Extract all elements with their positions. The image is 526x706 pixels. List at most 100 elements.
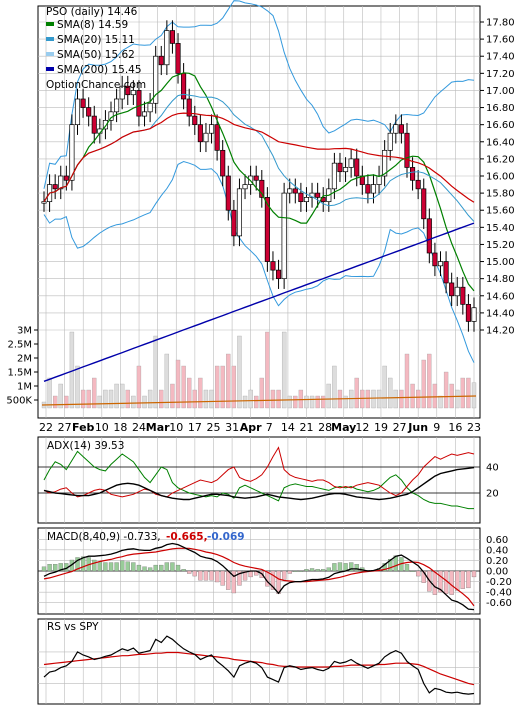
macd-hist-bar	[125, 561, 130, 572]
macd-series	[38, 542, 480, 611]
date-label: Apr	[240, 421, 262, 434]
volume-bar	[287, 395, 292, 409]
candle-body	[259, 179, 265, 198]
macd-hist-bar	[209, 570, 214, 581]
candle-body	[91, 115, 97, 134]
macd-hist-bar	[142, 566, 147, 572]
volume-bar	[265, 331, 270, 409]
macd-hist-bar	[103, 562, 108, 572]
candle-body	[365, 184, 371, 194]
candle-body	[130, 90, 136, 96]
macd-hist-bar	[410, 570, 415, 572]
legend-label: SMA(200) 15.45	[57, 64, 142, 76]
candle-body	[449, 282, 455, 297]
price-tick-label: 14.80	[486, 274, 515, 285]
candle-body	[63, 175, 69, 181]
volume-bar	[259, 377, 264, 409]
watermark: OptionChance.com	[46, 79, 146, 91]
volume-bar	[421, 359, 426, 409]
macd-hist-bar	[466, 570, 471, 589]
macd-hist-bar	[53, 564, 58, 572]
macd-grid: 0.600.400.200.00-0.20-0.40-0.60	[38, 528, 512, 614]
candle-body	[343, 167, 349, 173]
volume-bar	[237, 335, 242, 409]
price-tick-label: 16.60	[486, 120, 515, 131]
candle-body	[437, 261, 444, 267]
volume-bar	[399, 389, 404, 409]
macd-hist-bar	[58, 563, 63, 572]
price-tick-label: 17.00	[486, 86, 515, 97]
date-label: Feb	[72, 421, 95, 434]
candle-body	[147, 102, 153, 113]
candle-body	[404, 132, 410, 168]
date-label: 17	[188, 421, 202, 434]
candle-body	[69, 124, 75, 181]
candle-body	[175, 43, 181, 74]
candle-body	[214, 124, 220, 151]
macd-hist-bar	[281, 570, 287, 580]
candle-body	[125, 85, 131, 96]
macd-tick-label: 0.40	[486, 545, 508, 556]
candle-body	[298, 192, 304, 203]
volume-bar	[181, 365, 186, 409]
volume-bar	[159, 389, 164, 409]
macd-hist-bar	[187, 570, 192, 574]
volume-bar	[192, 389, 197, 409]
candle-body	[281, 192, 287, 280]
candle-body	[270, 261, 276, 271]
volume-bar	[365, 389, 371, 409]
rs-title: RS vs SPY	[47, 621, 99, 633]
candle-body	[80, 98, 86, 108]
macd-hist-bar	[321, 569, 326, 572]
macd-hist-bar	[147, 567, 153, 572]
macd-signal-line	[43, 547, 475, 607]
price-tick-label: 16.20	[486, 154, 515, 165]
volume-bar	[153, 335, 158, 409]
macd-tick-label: 0.60	[486, 535, 508, 546]
volume-bar	[147, 389, 153, 409]
candle-body	[432, 252, 438, 267]
volume-bar	[97, 395, 102, 409]
macd-hist-bar	[175, 564, 181, 572]
macd-hist-bar	[337, 562, 343, 572]
macd-hist-bar	[309, 568, 315, 572]
macd-hist-bar	[270, 570, 276, 590]
adx-grid: 40 20	[38, 437, 499, 523]
volume-tick-label: 1.5M	[7, 368, 32, 379]
candle-body	[471, 307, 477, 322]
candle-body	[136, 90, 142, 117]
volume-bar	[58, 383, 63, 409]
volume-bar	[108, 389, 114, 409]
macd-hist-bar	[293, 570, 298, 572]
date-label: 22	[39, 421, 53, 434]
volume-bar	[125, 389, 130, 409]
macd-hist-bar	[203, 570, 209, 581]
candle-body	[169, 30, 175, 44]
candle-body	[370, 184, 377, 194]
volume-bar	[220, 365, 225, 409]
macd-hist-bar	[75, 557, 80, 572]
macd-tick-label: -0.20	[486, 577, 512, 588]
volume-bar	[254, 395, 259, 409]
candle-body	[454, 286, 460, 297]
rs-ma-line	[43, 651, 475, 686]
candle-body	[382, 149, 388, 177]
candle-body	[287, 188, 293, 194]
candle-body	[465, 303, 471, 322]
price-tick-label: 16.40	[486, 137, 515, 148]
price-tick-label: 17.80	[486, 18, 515, 29]
volume-bar	[164, 353, 170, 409]
macd-hist-bar	[388, 559, 393, 572]
volume-bar	[231, 365, 237, 409]
legend-swatch	[46, 37, 54, 41]
volume-bar	[416, 389, 421, 409]
adx-minus-di-line	[43, 446, 475, 498]
candle-body	[331, 162, 337, 190]
date-label: 25	[206, 421, 220, 434]
candle-body	[398, 124, 404, 134]
date-label: 16	[448, 421, 462, 434]
candle-body	[119, 85, 125, 100]
price-tick-label: 14.20	[486, 326, 515, 337]
legend-label: SMA(20) 15.11	[57, 34, 135, 46]
